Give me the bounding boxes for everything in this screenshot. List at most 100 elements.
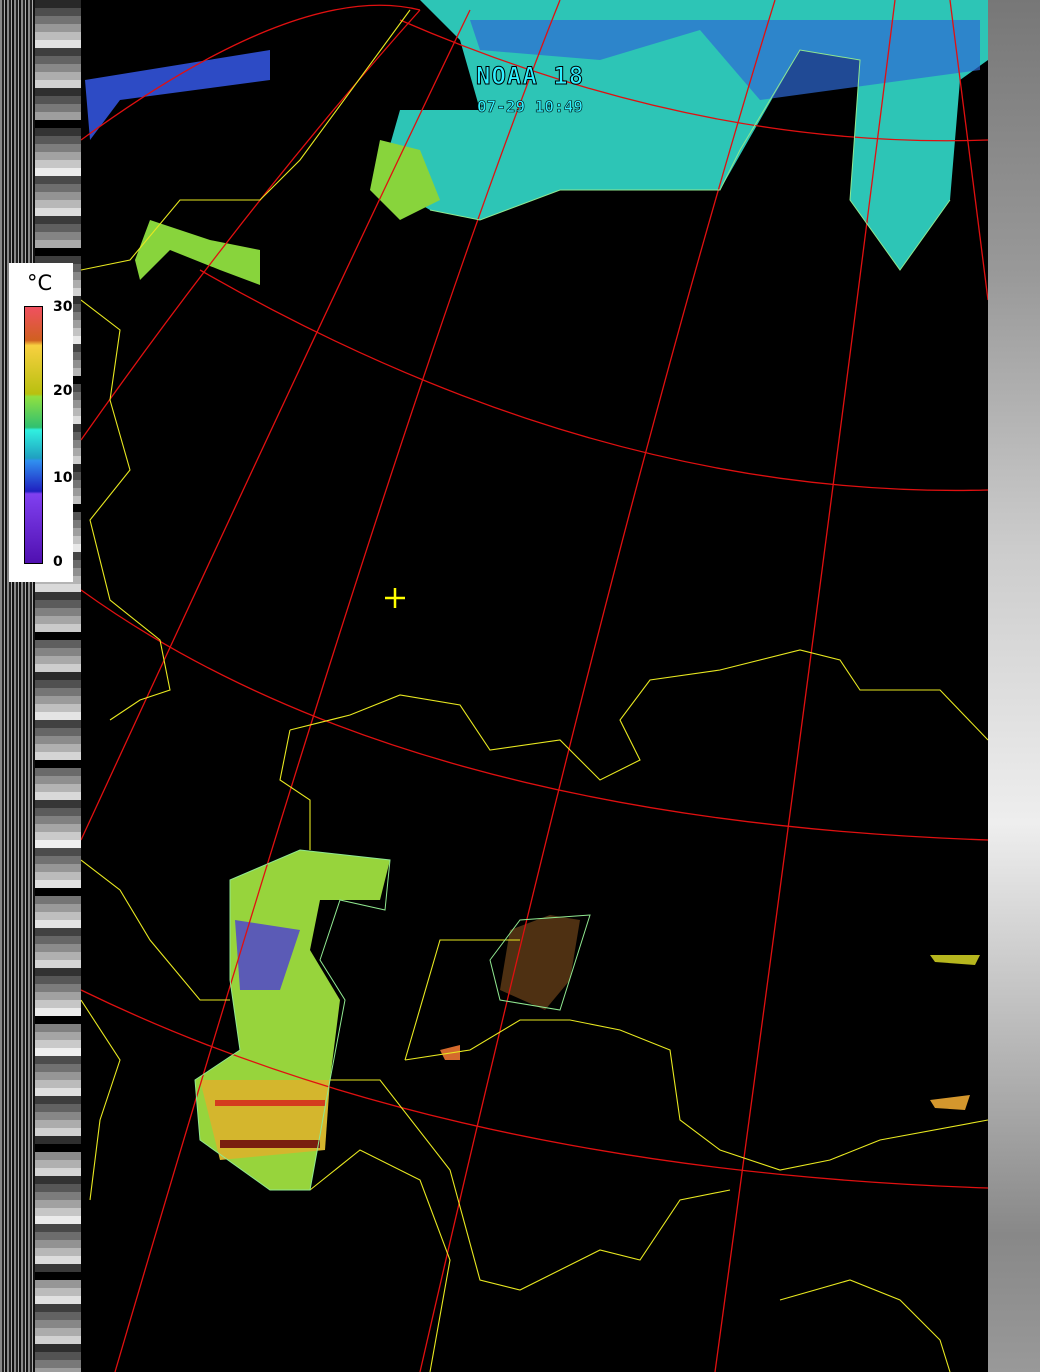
calibration-step [35, 1192, 81, 1200]
calibration-step [35, 120, 81, 128]
calibration-step [35, 1208, 81, 1216]
calibration-step [35, 1272, 81, 1280]
calibration-step [35, 592, 81, 600]
calibration-step [35, 48, 81, 56]
calibration-step [35, 136, 81, 144]
calibration-step [35, 744, 81, 752]
calibration-step [35, 1200, 81, 1208]
satellite-name: NOAA 18 [475, 62, 585, 91]
calibration-step [35, 160, 81, 168]
calibration-step [35, 640, 81, 648]
calibration-step [35, 128, 81, 136]
calibration-step [35, 928, 81, 936]
calibration-step [35, 800, 81, 808]
calibration-step [35, 1176, 81, 1184]
legend-tick-20: 20 [53, 383, 73, 399]
calibration-step [35, 96, 81, 104]
calibration-step [35, 1336, 81, 1344]
calibration-step [35, 768, 81, 776]
calibration-step [35, 1264, 81, 1272]
calibration-step [35, 40, 81, 48]
calibration-step [35, 584, 81, 592]
calibration-step [35, 1096, 81, 1104]
calibration-step [35, 936, 81, 944]
calibration-step [35, 816, 81, 824]
calibration-step [35, 664, 81, 672]
calibration-step [35, 1080, 81, 1088]
legend-tick-0: 0 [53, 554, 63, 570]
calibration-step [35, 760, 81, 768]
calibration-step [35, 1352, 81, 1360]
crosshair-icon [385, 588, 405, 608]
calibration-step [35, 872, 81, 880]
calibration-step [35, 776, 81, 784]
legend-unit: °C [27, 271, 53, 295]
calibration-step [35, 896, 81, 904]
calibration-step [35, 728, 81, 736]
calibration-step [35, 1128, 81, 1136]
calibration-step [35, 1312, 81, 1320]
calibration-step [35, 24, 81, 32]
calibration-step [35, 88, 81, 96]
calibration-step [35, 1056, 81, 1064]
calibration-step [35, 992, 81, 1000]
calibration-step [35, 72, 81, 80]
legend-tick-30: 30 [53, 299, 73, 315]
calibration-step [35, 208, 81, 216]
calibration-step [35, 1160, 81, 1168]
calibration-step [35, 976, 81, 984]
calibration-step [35, 840, 81, 848]
calibration-step [35, 64, 81, 72]
calibration-step [35, 888, 81, 896]
calibration-step [35, 608, 81, 616]
calibration-step [35, 232, 81, 240]
sst-map [81, 0, 988, 1372]
calibration-step [35, 808, 81, 816]
calibration-step [35, 672, 81, 680]
calibration-step [35, 792, 81, 800]
calibration-step [35, 680, 81, 688]
calibration-step [35, 856, 81, 864]
aral-sst [500, 915, 580, 1010]
country-borders [81, 9, 988, 1372]
calibration-step [35, 1152, 81, 1160]
calibration-step [35, 624, 81, 632]
calibration-step [35, 984, 81, 992]
calibration-step [35, 240, 81, 248]
calibration-step [35, 1120, 81, 1128]
graticule [81, 0, 988, 1372]
calibration-step [35, 1144, 81, 1152]
calibration-step [35, 1000, 81, 1008]
calibration-step [35, 56, 81, 64]
calibration-step [35, 904, 81, 912]
calibration-step [35, 920, 81, 928]
calibration-step [35, 720, 81, 728]
calibration-step [35, 1008, 81, 1016]
calibration-step [35, 1368, 81, 1372]
calibration-step [35, 1032, 81, 1040]
calibration-step [35, 864, 81, 872]
calibration-step [35, 1040, 81, 1048]
calibration-wedges [35, 0, 81, 1372]
calibration-step [35, 0, 81, 8]
calibration-step [35, 1184, 81, 1192]
calibration-step [35, 80, 81, 88]
calibration-step [35, 1168, 81, 1176]
calibration-step [35, 600, 81, 608]
calibration-step [35, 1232, 81, 1240]
calibration-step [35, 216, 81, 224]
calibration-step [35, 1240, 81, 1248]
calibration-step [35, 1248, 81, 1256]
calibration-step [35, 912, 81, 920]
calibration-step [35, 960, 81, 968]
calibration-step [35, 1344, 81, 1352]
calibration-step [35, 1016, 81, 1024]
calibration-step [35, 832, 81, 840]
calibration-step [35, 192, 81, 200]
calibration-step [35, 944, 81, 952]
calibration-step [35, 1224, 81, 1232]
calibration-step [35, 184, 81, 192]
calibration-step [35, 1072, 81, 1080]
calibration-step [35, 144, 81, 152]
